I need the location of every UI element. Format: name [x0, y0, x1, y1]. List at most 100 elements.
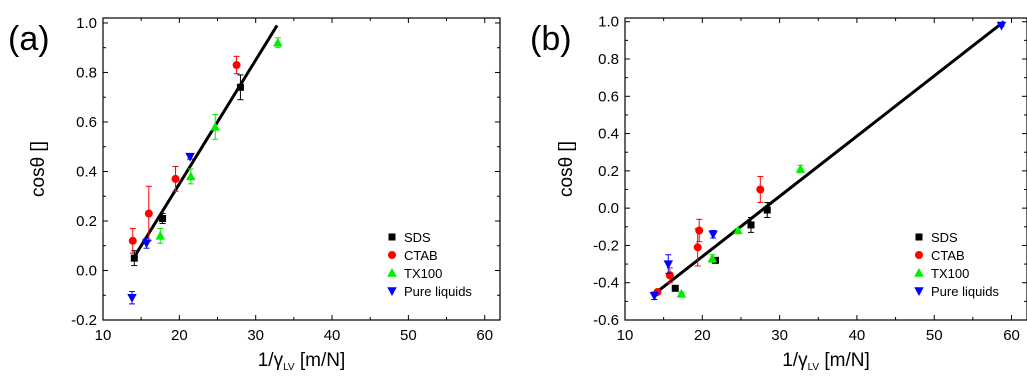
y-tick-label: 0.8 [598, 51, 619, 68]
y-tick-label: 0.2 [598, 163, 619, 180]
data-point [663, 260, 674, 270]
x-tick-label: 30 [771, 327, 788, 344]
y-tick-label: 0.6 [598, 88, 619, 105]
y-tick-label: 1.0 [76, 15, 97, 32]
data-point [128, 236, 137, 245]
x-tick-label: 10 [617, 327, 634, 344]
series-pure-liquids [649, 21, 1007, 301]
y-axis-label: cosθ [] [28, 141, 49, 197]
data-point [185, 152, 195, 162]
series-ctab [653, 175, 765, 297]
series-pure-liquids [127, 152, 195, 305]
x-tick-label: 30 [247, 327, 264, 344]
data-point [708, 230, 718, 240]
y-tick-label: 0.0 [76, 262, 97, 279]
y-tick-label: 0.6 [76, 114, 97, 131]
chart-panel-b: (b) 10 20 30 40 50 60 -0.6 -0.4 -0.2 0.0 0.2 0.4 0.6 0… [530, 14, 1027, 373]
data-point [127, 293, 137, 303]
data-point [676, 288, 687, 298]
x-axis-label-sub: LV [808, 362, 820, 373]
legend-entry: Pure liquids [404, 284, 472, 299]
data-point [232, 61, 241, 70]
legend-marker [388, 233, 396, 241]
y-tick-label: -0.2 [71, 312, 97, 329]
fit-line [653, 20, 1005, 296]
x-axis-label-unit: [m/N] [819, 350, 870, 371]
series-ctab [128, 55, 241, 254]
x-tick-label: 10 [95, 327, 112, 344]
y-tick-label: 0.4 [598, 126, 619, 143]
y-tick-label: 0.2 [76, 213, 97, 230]
data-point [186, 171, 196, 181]
data-point [155, 230, 166, 240]
x-tick-label: 60 [1003, 327, 1020, 344]
data-point [665, 271, 674, 280]
data-point [795, 164, 806, 173]
legend-entry: CTAB [931, 248, 965, 263]
data-point [756, 185, 765, 194]
data-point [130, 254, 138, 262]
series-tx100 [676, 164, 806, 298]
y-tick-label: -0.6 [593, 312, 619, 329]
data-point [236, 83, 244, 91]
panel-label: (b) [530, 20, 572, 58]
y-tick-label: -0.4 [593, 275, 619, 292]
fit-line [132, 24, 279, 259]
legend-entry: SDS [931, 230, 958, 245]
x-tick-label: 60 [476, 327, 493, 344]
x-tick-label: 20 [171, 327, 188, 344]
data-point [171, 174, 180, 183]
legend-marker [914, 287, 924, 296]
data-point [649, 292, 660, 301]
panel-label: (a) [8, 20, 50, 58]
data-point [695, 226, 704, 235]
legend-marker [387, 268, 397, 277]
x-tick-label: 50 [926, 327, 943, 344]
legend-marker [915, 251, 923, 259]
x-axis-label: 1/γLV [m/N] [782, 350, 870, 373]
x-tick-label: 20 [694, 327, 711, 344]
x-tick-label: 40 [849, 327, 866, 344]
data-point [273, 37, 283, 47]
legend: SDS CTAB TX100 Pure liquids [387, 230, 472, 299]
x-axis-label-main: 1/γ [258, 350, 284, 371]
legend-marker [387, 287, 397, 296]
chart-panel-a: (a) 10 20 30 40 50 60 -0.2 0.0 0.2 0.4 0.6 0.8 1.0 1/γ… [8, 15, 501, 373]
plot-frame [624, 17, 1027, 321]
data-point [763, 206, 771, 214]
y-tick-label: 0.8 [76, 64, 97, 81]
series-tx100 [155, 37, 283, 244]
data-point [159, 215, 167, 223]
x-axis-label-main: 1/γ [782, 350, 808, 371]
y-tick-label: 0.0 [598, 200, 619, 217]
data-point [996, 21, 1007, 31]
y-tick-label: 1.0 [598, 14, 619, 31]
data-point [733, 225, 743, 235]
data-point [144, 209, 153, 218]
legend-entry: TX100 [931, 266, 969, 281]
data-point [747, 221, 755, 229]
legend-entry: SDS [404, 230, 431, 245]
data-point [671, 284, 679, 292]
data-point [210, 121, 220, 131]
legend: SDS CTAB TX100 Pure liquids [914, 230, 999, 299]
data-point [707, 253, 718, 263]
legend-entry: TX100 [404, 266, 442, 281]
y-axis-label: cosθ [] [556, 141, 577, 197]
legend-entry: CTAB [404, 248, 438, 263]
x-tick-label: 40 [324, 327, 341, 344]
x-axis-label-sub: LV [283, 362, 295, 373]
data-point [693, 243, 702, 252]
y-tick-label: 0.4 [76, 163, 97, 180]
plot-frame [102, 17, 501, 321]
x-axis-label: 1/γLV [m/N] [258, 350, 346, 373]
legend-marker [915, 233, 923, 241]
data-point [141, 239, 152, 249]
legend-marker [914, 268, 924, 277]
x-axis-label-unit: [m/N] [295, 350, 346, 371]
legend-marker [388, 251, 396, 259]
legend-entry: Pure liquids [931, 284, 999, 299]
x-tick-label: 50 [400, 327, 417, 344]
y-tick-label: -0.2 [593, 237, 619, 254]
